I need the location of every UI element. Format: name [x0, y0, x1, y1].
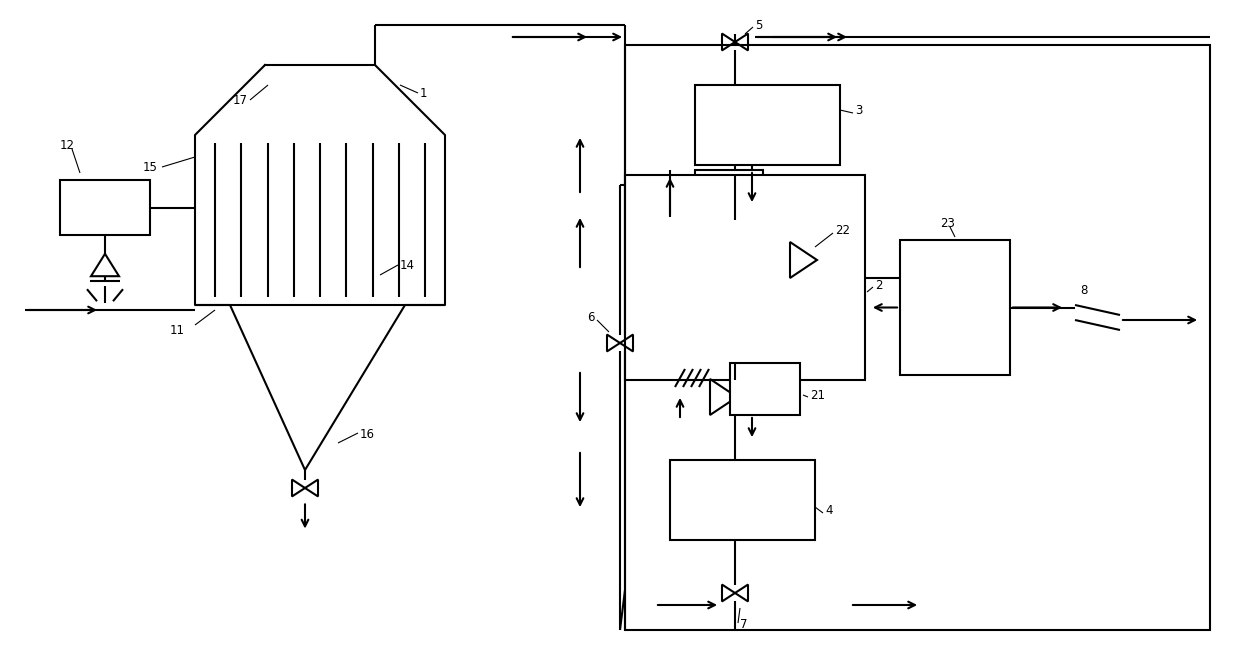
Text: 3: 3: [856, 104, 862, 116]
Bar: [730, 363, 800, 415]
Bar: [694, 170, 763, 220]
Bar: [625, 175, 866, 380]
Bar: [694, 85, 839, 165]
Bar: [670, 460, 815, 540]
Text: 1: 1: [420, 86, 428, 100]
Text: 22: 22: [835, 223, 849, 237]
Bar: [900, 240, 1011, 375]
Text: 15: 15: [143, 160, 157, 174]
Text: 5: 5: [755, 19, 763, 31]
Text: 14: 14: [401, 259, 415, 271]
Text: 4: 4: [825, 503, 832, 517]
Text: 11: 11: [170, 323, 185, 336]
Text: 8: 8: [1080, 283, 1087, 297]
Bar: [625, 45, 1210, 630]
Text: 7: 7: [740, 618, 748, 632]
Text: 2: 2: [875, 279, 883, 291]
Text: 16: 16: [360, 428, 374, 442]
Text: 17: 17: [233, 94, 248, 106]
Text: 12: 12: [60, 138, 74, 152]
Text: 21: 21: [810, 388, 825, 402]
Text: 6: 6: [588, 311, 595, 323]
Text: 23: 23: [940, 217, 955, 229]
Bar: [60, 180, 150, 235]
